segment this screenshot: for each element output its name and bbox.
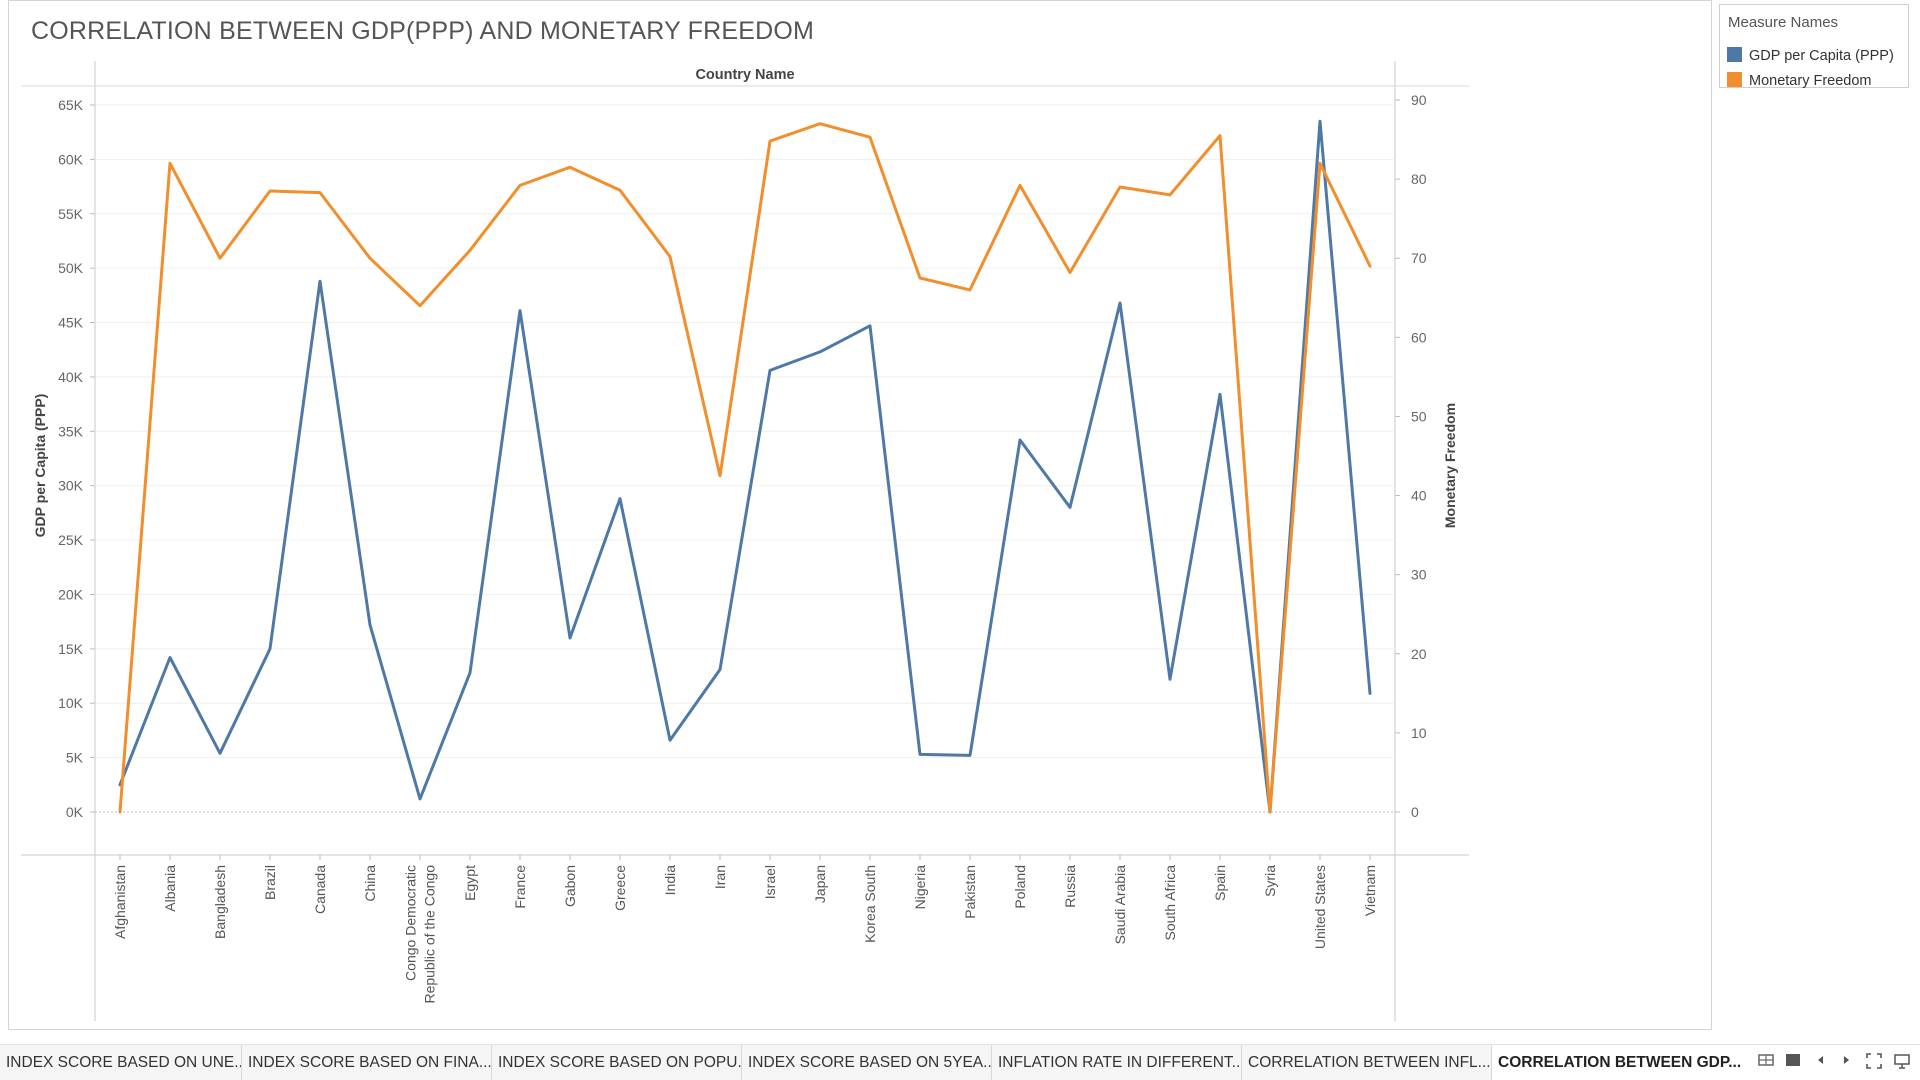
left-tick-label: 25K bbox=[58, 532, 84, 548]
left-tick-label: 10K bbox=[58, 695, 84, 711]
series-line-monetary-freedom bbox=[118, 122, 1372, 814]
dashboard-frame: CORRELATION BETWEEN GDP(PPP) AND MONETAR… bbox=[8, 0, 1712, 1030]
right-tick-label: 50 bbox=[1411, 408, 1427, 424]
left-tick-label: 0K bbox=[66, 804, 84, 820]
x-tick-label: Gabon bbox=[562, 865, 578, 907]
x-tick-label: Brazil bbox=[262, 865, 278, 900]
x-tick-label: Saudi Arabia bbox=[1112, 865, 1128, 945]
x-tick-label: Greece bbox=[612, 865, 628, 911]
x-tick-label: Canada bbox=[312, 865, 328, 914]
x-tick-label: France bbox=[512, 865, 528, 909]
series-line-gdp bbox=[118, 119, 1372, 814]
left-tick-label: 5K bbox=[66, 750, 84, 766]
x-tick-label: Poland bbox=[1012, 865, 1028, 909]
left-tick-label: 15K bbox=[58, 641, 84, 657]
right-tick-label: 80 bbox=[1411, 171, 1427, 187]
left-tick-label: 65K bbox=[58, 97, 84, 113]
single-view-icon[interactable] bbox=[1783, 1053, 1803, 1073]
x-tick-label: Albania bbox=[162, 865, 178, 912]
sheet-tab-bar: INDEX SCORE BASED ON UNE... INDEX SCORE … bbox=[0, 1044, 1920, 1080]
legend-item-monetary-freedom[interactable]: Monetary Freedom bbox=[1727, 72, 1872, 89]
left-tick-label: 45K bbox=[58, 315, 84, 331]
dashboard-title: CORRELATION BETWEEN GDP(PPP) AND MONETAR… bbox=[31, 17, 815, 45]
x-tick-label: Israel bbox=[762, 865, 778, 899]
right-tick-label: 90 bbox=[1411, 92, 1427, 108]
right-tick-label: 0 bbox=[1411, 804, 1419, 820]
tab-5year[interactable]: INDEX SCORE BASED ON 5YEA... bbox=[742, 1045, 992, 1080]
tab-inflation-rate[interactable]: INFLATION RATE IN DIFFERENT... bbox=[992, 1045, 1242, 1080]
tab-correlation-gdp[interactable]: CORRELATION BETWEEN GDP... bbox=[1492, 1045, 1740, 1080]
legend-swatch-gdp bbox=[1727, 47, 1742, 62]
x-tick-label: Nigeria bbox=[912, 865, 928, 910]
x-tick-label: Russia bbox=[1062, 865, 1078, 908]
left-axis-title: GDP per Capita (PPP) bbox=[32, 394, 48, 538]
right-tick-label: 40 bbox=[1411, 488, 1427, 504]
right-tick-label: 10 bbox=[1411, 725, 1427, 741]
right-tick-label: 20 bbox=[1411, 646, 1427, 662]
tab-population[interactable]: INDEX SCORE BASED ON POPU... bbox=[492, 1045, 742, 1080]
left-tick-label: 20K bbox=[58, 586, 84, 602]
x-tick-label: Vietnam bbox=[1362, 865, 1378, 916]
left-tick-label: 60K bbox=[58, 151, 84, 167]
x-tick-label: Egypt bbox=[462, 865, 478, 901]
left-tick-label: 35K bbox=[58, 423, 84, 439]
x-tick-label: Iran bbox=[712, 865, 728, 889]
x-tick-label: South Africa bbox=[1162, 865, 1178, 941]
line-chart[interactable]: Country Name 0K 5K 10K 15K 20K 25K 30K 35K 40K 45K… bbox=[9, 1, 1709, 1029]
presentation-icon[interactable] bbox=[1892, 1053, 1912, 1073]
previous-sheet-icon[interactable] bbox=[1810, 1053, 1830, 1073]
legend-swatch-monetary-freedom bbox=[1727, 72, 1742, 87]
x-tick-label: Congo Democratic bbox=[403, 865, 419, 981]
right-tick-label: 30 bbox=[1411, 567, 1427, 583]
left-tick-label: 40K bbox=[58, 369, 84, 385]
tab-financial[interactable]: INDEX SCORE BASED ON FINA... bbox=[242, 1045, 492, 1080]
grid-view-icon[interactable] bbox=[1756, 1053, 1776, 1073]
right-tick-label: 70 bbox=[1411, 250, 1427, 266]
column-header: Country Name bbox=[695, 67, 794, 83]
x-tick-label: Spain bbox=[1212, 865, 1228, 901]
left-tick-label: 55K bbox=[58, 206, 84, 222]
legend[interactable]: Measure Names GDP per Capita (PPP) Monet… bbox=[1719, 4, 1909, 89]
legend-item-gdp[interactable]: GDP per Capita (PPP) bbox=[1727, 47, 1894, 64]
x-tick-label: Republic of the Congo bbox=[422, 865, 438, 1004]
x-tick-label: Bangladesh bbox=[212, 865, 228, 939]
x-tick-label: China bbox=[362, 865, 378, 902]
tab-unemployment[interactable]: INDEX SCORE BASED ON UNE... bbox=[0, 1045, 242, 1080]
legend-label-monetary-freedom: Monetary Freedom bbox=[1749, 73, 1872, 89]
x-tick-label: Japan bbox=[812, 865, 828, 903]
left-tick-label: 50K bbox=[58, 260, 84, 276]
x-tick-label: United States bbox=[1312, 865, 1328, 949]
x-tick-label: Korea South bbox=[862, 865, 878, 943]
fullscreen-icon[interactable] bbox=[1864, 1053, 1884, 1073]
legend-label-gdp: GDP per Capita (PPP) bbox=[1749, 48, 1894, 64]
x-tick-label: Syria bbox=[1262, 865, 1278, 897]
next-sheet-icon[interactable] bbox=[1837, 1053, 1857, 1073]
right-axis-title: Monetary Freedom bbox=[1442, 403, 1458, 528]
right-tick-label: 60 bbox=[1411, 329, 1427, 345]
x-tick-label: India bbox=[662, 865, 678, 896]
tab-correlation-inflation[interactable]: CORRELATION BETWEEN INFL... bbox=[1242, 1045, 1492, 1080]
x-tick-label: Pakistan bbox=[962, 865, 978, 919]
x-tick-label: Afghanistan bbox=[112, 865, 128, 939]
left-tick-label: 30K bbox=[58, 478, 84, 494]
legend-title: Measure Names bbox=[1728, 14, 1839, 31]
